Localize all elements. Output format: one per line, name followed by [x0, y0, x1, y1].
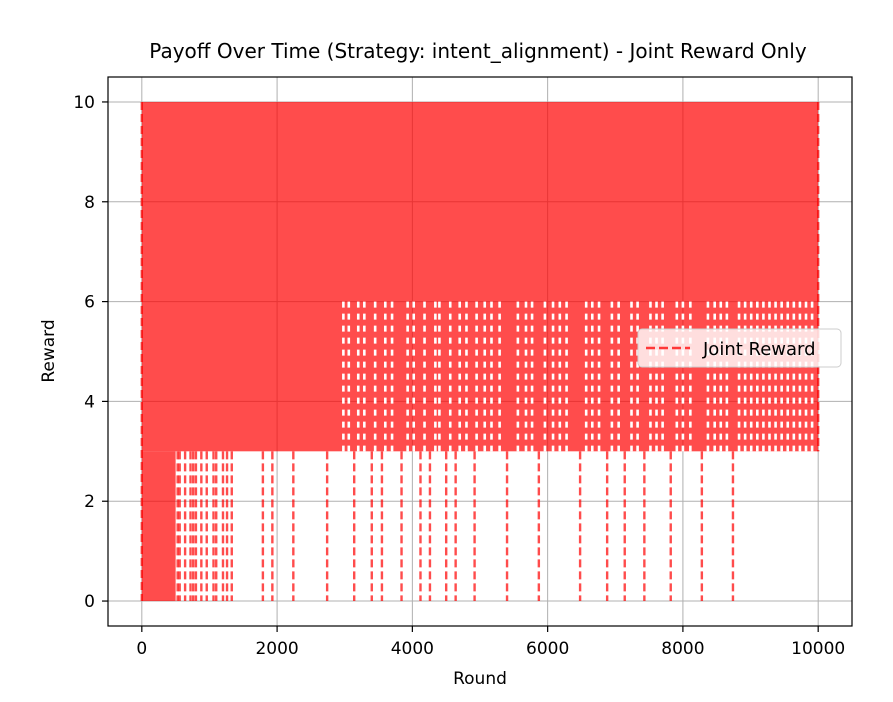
x-tick-label: 0	[136, 639, 147, 659]
series-joint-reward	[140, 101, 820, 602]
y-axis-ticks: 0 2 4 6 8 10	[73, 93, 108, 612]
y-tick-label: 8	[84, 193, 95, 213]
legend-box	[637, 328, 842, 368]
y-tick-label: 4	[84, 392, 95, 412]
chart-title: Payoff Over Time (Strategy: intent_align…	[149, 39, 807, 63]
band-3-to-10	[141, 101, 819, 452]
x-tick-label: 6000	[526, 639, 569, 659]
x-axis-label: Round	[453, 669, 507, 689]
y-tick-label: 6	[84, 293, 95, 313]
x-axis-ticks: 0 2000 4000 6000 8000 10000	[136, 626, 845, 659]
legend-label-joint-reward: Joint Reward	[702, 339, 816, 360]
legend: Joint Reward	[637, 328, 842, 368]
y-axis-label: Reward	[39, 319, 59, 382]
x-tick-label: 8000	[661, 639, 704, 659]
x-tick-label: 10000	[791, 639, 845, 659]
y-tick-label: 0	[84, 592, 95, 612]
plot-area-frame	[107, 76, 853, 627]
band-0-to-3	[141, 451, 176, 602]
y-tick-label: 10	[73, 93, 95, 113]
x-tick-label: 4000	[391, 639, 434, 659]
y-tick-label: 2	[84, 492, 95, 512]
x-tick-label: 2000	[255, 639, 298, 659]
